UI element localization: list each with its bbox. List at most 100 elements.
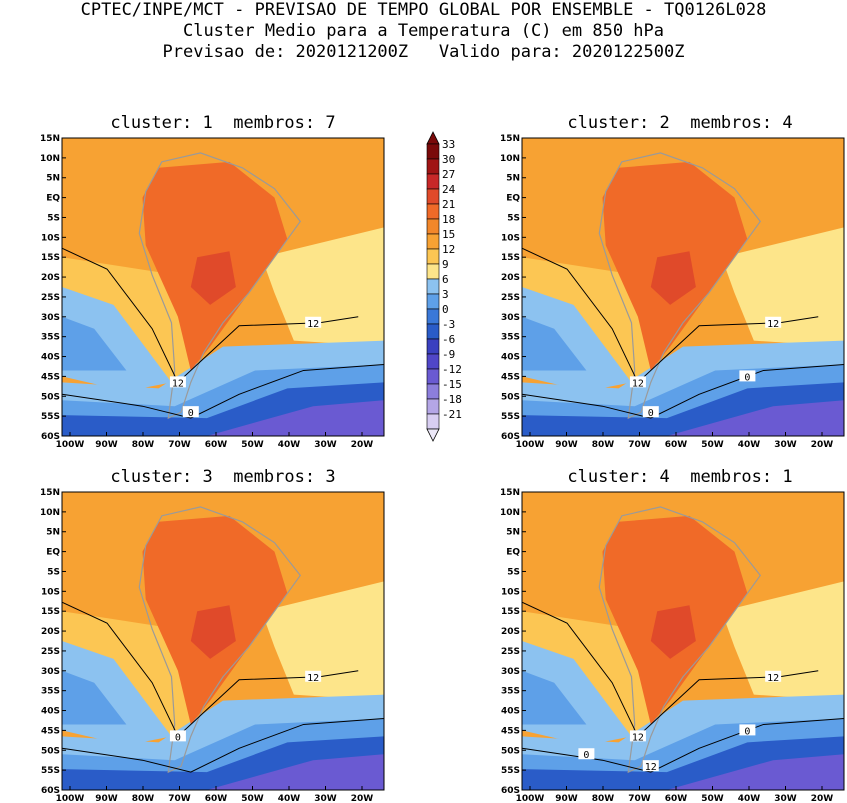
colorbar-label: 33	[442, 138, 455, 151]
field-south-purple	[206, 754, 384, 790]
lat-tick-label: 35S	[41, 687, 60, 697]
contour-label-box	[629, 730, 646, 742]
field-south-purple	[206, 400, 384, 436]
contour-label: 12	[767, 673, 779, 684]
lon-tick-label: 40W	[278, 440, 301, 448]
lon-tick-label: 50W	[701, 794, 724, 802]
map-panel-4: 12 12 12 0 0 15N 10N 5N EQ 5S 10S 15S 20S 25S 30S 35S 40…	[500, 488, 845, 802]
lon-tick-label: 90W	[555, 440, 578, 448]
contour-line-0	[62, 363, 384, 419]
contour-label: 0	[648, 408, 654, 419]
lat-tick-label: 30S	[501, 313, 520, 323]
field-yellow-east	[261, 581, 384, 701]
map-frame	[61, 137, 385, 437]
lon-tick-label: 80W	[592, 440, 615, 448]
panel-title-1: cluster: 1 membros: 7	[110, 113, 336, 133]
field-mid-blue-west	[62, 316, 127, 371]
map-plot: 12 12 12 0 0 15N 10N 5N EQ 5S 10S 15S 20S 25S 30S 35S 40…	[500, 488, 845, 802]
contour-label: 12	[307, 319, 319, 330]
colorbar-swatch	[426, 338, 440, 355]
lat-tick-label: 10S	[501, 587, 520, 597]
lon-tick-label: 90W	[95, 440, 118, 448]
lat-tick-label: EQ	[506, 548, 520, 558]
lon-tick-label: 70W	[168, 440, 191, 448]
contour-label-box	[169, 376, 186, 388]
field-light-orange	[62, 257, 198, 389]
contour-label: 12	[767, 319, 779, 330]
lon-tick-label: 30W	[314, 440, 337, 448]
lon-tick-label: 50W	[241, 440, 264, 448]
lat-tick-label: 15S	[501, 607, 520, 617]
colorbar-swatch	[426, 263, 440, 280]
field-hot-core	[650, 605, 696, 659]
lon-tick-label: 20W	[351, 440, 374, 448]
lat-tick-label: EQ	[46, 548, 60, 558]
colorbar-swatch	[426, 158, 440, 175]
lat-tick-label: 60S	[501, 786, 520, 796]
lat-tick-label: 50S	[41, 392, 60, 402]
colorbar-label: 12	[442, 243, 455, 256]
continent-outline	[598, 152, 762, 420]
lon-tick-label: 80W	[132, 794, 155, 802]
contour-label: 0	[175, 732, 181, 743]
lat-tick-label: 40S	[41, 353, 60, 363]
lat-tick-label: 20S	[41, 627, 60, 637]
field-hot-core	[650, 251, 696, 305]
lat-tick-label: EQ	[506, 194, 520, 204]
field-light-orange	[522, 257, 658, 389]
lat-tick-label: 25S	[41, 647, 60, 657]
lat-tick-label: 10N	[500, 508, 520, 518]
lon-tick-label: 90W	[555, 794, 578, 802]
lat-tick-label: 15S	[501, 253, 520, 263]
colorbar-label: 21	[442, 198, 455, 211]
lat-tick-label: 15N	[40, 488, 60, 498]
lon-tick-label: 20W	[351, 794, 374, 802]
colorbar-label: 15	[442, 228, 455, 241]
colorbar-label: -15	[442, 378, 462, 391]
contour-label-box	[182, 406, 199, 418]
lat-tick-label: 40S	[501, 707, 520, 717]
lat-tick-label: 55S	[41, 412, 60, 422]
contour-label-box	[305, 670, 322, 682]
lat-tick-label: 55S	[501, 766, 520, 776]
colorbar-swatch	[426, 203, 440, 220]
map-panel-3: 12 0 15N 10N 5N EQ 5S 10S 15S 20S 25S 30S 35S 40S 45S 5…	[40, 488, 385, 802]
map-plot: 12 12 0 0 15N 10N 5N EQ 5S 10S 15S 20S 25S 30S 35S 40S 4…	[500, 134, 845, 448]
lat-tick-label: 5S	[507, 567, 520, 577]
contour-label-box	[765, 670, 782, 682]
field-yellow-east	[721, 581, 844, 701]
lat-tick-label: 15S	[41, 253, 60, 263]
lat-tick-label: 20S	[501, 273, 520, 283]
lat-tick-label: 10S	[41, 587, 60, 597]
lat-tick-label: 25S	[41, 293, 60, 303]
colorbar-swatch	[426, 143, 440, 160]
lat-tick-label: 55S	[501, 412, 520, 422]
lat-tick-label: 60S	[41, 786, 60, 796]
lat-tick-label: 40S	[41, 707, 60, 717]
lon-tick-label: 30W	[774, 794, 797, 802]
contour-label-box	[305, 316, 322, 328]
lon-tick-label: 60W	[205, 440, 228, 448]
header-line-3: Previsao de: 2020121200Z Valido para: 20…	[162, 42, 685, 62]
continent-outline	[598, 506, 762, 774]
field-light-orange	[62, 611, 198, 743]
field-mid-blue-west	[522, 316, 587, 371]
lat-tick-label: 35S	[501, 333, 520, 343]
contour-label-box	[578, 748, 595, 760]
lat-tick-label: 30S	[41, 667, 60, 677]
colorbar-swatch	[426, 308, 440, 325]
field-mid-blue-west	[522, 670, 587, 725]
lat-tick-label: 50S	[501, 746, 520, 756]
lat-tick-label: 55S	[41, 766, 60, 776]
lat-tick-label: 5N	[46, 174, 60, 184]
lat-tick-label: 60S	[41, 432, 60, 442]
lat-tick-label: 45S	[41, 372, 60, 382]
colorbar-label: 9	[442, 258, 449, 271]
lat-tick-label: 25S	[501, 293, 520, 303]
contour-label: 12	[307, 673, 319, 684]
lat-tick-label: 20S	[501, 627, 520, 637]
colorbar-swatch	[426, 398, 440, 415]
contour-label-box	[642, 760, 659, 772]
contour-label: 12	[632, 378, 644, 389]
colorbar-label: 30	[442, 153, 455, 166]
